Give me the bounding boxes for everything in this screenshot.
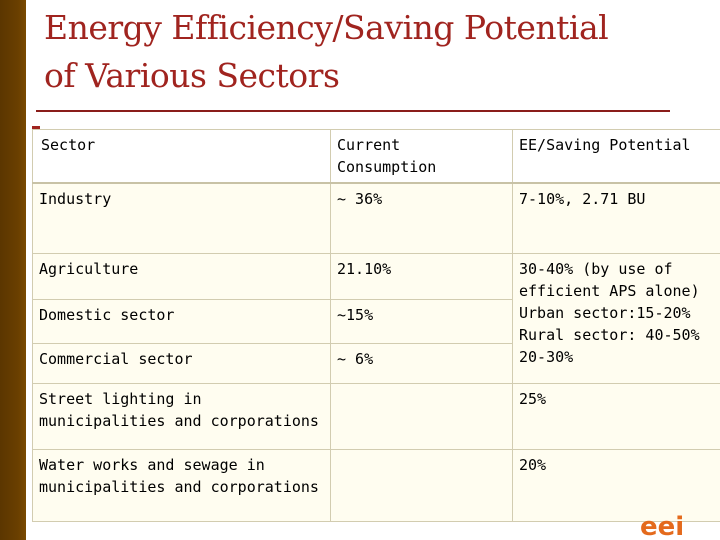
left-accent-bar — [0, 0, 26, 540]
title-line-2: of Various Sectors — [44, 56, 340, 95]
consumption-cell: ~ 36% — [330, 182, 513, 254]
potential-cell: 7-10%, 2.71 BU — [512, 182, 720, 254]
header-current-consumption: Current Consumption — [330, 129, 513, 184]
table-header-row: Sector Current Consumption EE/Saving Pot… — [32, 129, 720, 184]
table-row: Commercial sector ~ 6% — [32, 342, 720, 384]
table-row: Agriculture 21.10% 30-40% (by use of eff… — [32, 252, 720, 384]
sector-cell: Commercial sector — [32, 342, 331, 384]
table-row: Domestic sector ~15% — [32, 298, 720, 344]
table-row: Street lighting in municipalities and co… — [32, 382, 720, 450]
sector-cell: Industry — [32, 182, 331, 254]
consumption-cell: ~ 6% — [330, 342, 513, 384]
sector-cell: Street lighting in municipalities and co… — [32, 382, 331, 450]
sector-cell: Domestic sector — [32, 298, 331, 344]
slide-title: Energy Efficiency/Saving Potential of Va… — [44, 4, 704, 100]
title-line-1: Energy Efficiency/Saving Potential — [44, 8, 609, 47]
title-divider — [36, 110, 670, 112]
potential-line: efficient APS alone) — [519, 281, 700, 300]
logo: eei — [640, 515, 685, 540]
merged-potential-cell: 30-40% (by use of efficient APS alone) U… — [512, 252, 720, 384]
potential-line: Urban sector:15-20% — [519, 303, 691, 322]
header-ee-potential: EE/Saving Potential — [512, 129, 720, 184]
sector-cell: Water works and sewage in municipalities… — [32, 448, 331, 522]
potential-cell: 25% — [512, 382, 720, 450]
sector-efficiency-table: Sector Current Consumption EE/Saving Pot… — [32, 129, 720, 522]
consumption-cell: ~15% — [330, 298, 513, 344]
consumption-cell — [330, 382, 513, 450]
potential-line: Rural sector: 40-50% — [519, 325, 700, 344]
table-row: Industry ~ 36% 7-10%, 2.71 BU — [32, 182, 720, 254]
consumption-cell — [330, 448, 513, 522]
consumption-cell: 21.10% — [330, 252, 513, 300]
sector-cell: Agriculture — [32, 252, 331, 300]
potential-line: 20-30% — [519, 347, 574, 366]
table-row: Water works and sewage in municipalities… — [32, 448, 720, 522]
potential-line: 30-40% (by use of — [519, 259, 673, 278]
header-sector: Sector — [32, 129, 331, 184]
potential-cell: 20% — [512, 448, 720, 522]
